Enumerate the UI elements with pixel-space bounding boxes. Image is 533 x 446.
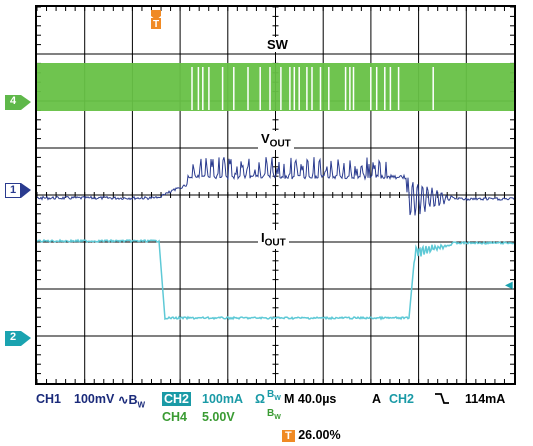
ch2-name[interactable]: CH2 (162, 392, 192, 406)
ch2-marker-arrow (21, 331, 31, 346)
trigger-mode: A (372, 392, 382, 406)
ch2-bw-icon: BW (267, 389, 281, 402)
ch1-name: CH1 (36, 392, 62, 406)
ch1-bw-icon: ∿BW (118, 393, 146, 410)
svg-text:T: T (153, 19, 159, 30)
vout-trace-label: VOUT (258, 131, 294, 150)
trigger-position: T 26.00% (282, 428, 341, 442)
ch4-sw-band (37, 63, 514, 111)
ch4-marker-arrow (21, 95, 31, 110)
ch4-name: CH4 (162, 410, 188, 424)
falling-edge-icon (434, 392, 450, 408)
ch4-sw-gaps (191, 67, 434, 110)
ch4-marker[interactable]: 4 (5, 95, 21, 110)
ch2-ohm-icon: Ω (255, 392, 266, 406)
ch2-marker[interactable]: 2 (5, 331, 21, 346)
iout-trace-label: IOUT (258, 230, 289, 249)
ch4-bw-icon: BW (267, 408, 281, 421)
ch1-vout-trace (37, 157, 514, 216)
trigger-pos-badge: T (282, 430, 295, 442)
trigger-t-icon[interactable]: T (150, 10, 162, 30)
timebase: M 40.0µs (284, 392, 337, 406)
trigger-level-arrow-icon[interactable]: ◀ (505, 280, 513, 291)
trigger-source: CH2 (389, 392, 415, 406)
ch1-scale: 100mV (74, 392, 115, 406)
ch1-marker[interactable]: 1 (5, 183, 21, 198)
trigger-level: 114mA (465, 392, 506, 406)
sw-trace-label: SW (264, 37, 291, 52)
ch2-scale: 100mA (202, 392, 243, 406)
ch1-marker-arrow (21, 183, 31, 198)
ch2-iout-trace (37, 238, 514, 321)
oscilloscope-screen: SW VOUT IOUT (35, 5, 516, 385)
ch4-scale: 5.00V (202, 410, 235, 424)
waveform-area (37, 63, 514, 321)
